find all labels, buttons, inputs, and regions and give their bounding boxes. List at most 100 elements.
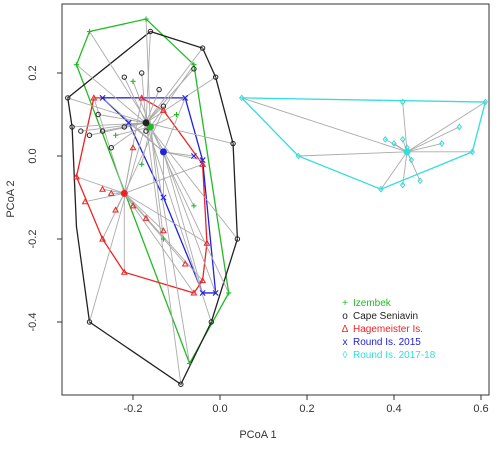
- spoke-izembek: [150, 64, 195, 128]
- spoke-cape-seniavin: [110, 122, 147, 149]
- spoke-layer: [67, 19, 486, 385]
- hull-round-is-2017-18: [240, 97, 487, 190]
- y-tick-label: -0.2: [27, 230, 39, 249]
- data-point-cape-seniavin: [178, 381, 184, 387]
- spoke-round-is-2017-18: [406, 126, 460, 153]
- data-point-round-is-2017-18: [295, 152, 302, 160]
- centroid-layer: [120, 119, 411, 197]
- data-point-cape-seniavin: [95, 111, 101, 118]
- data-point-round-is-2017-18: [482, 98, 489, 106]
- spoke-cape-seniavin: [98, 114, 147, 124]
- legend-entry-label: Round Is. 2015: [353, 337, 421, 348]
- spoke-round-is-2017-18: [402, 151, 408, 186]
- data-point-hagemeister-is: [203, 239, 211, 246]
- spoke-cape-seniavin: [145, 76, 216, 124]
- spoke-cape-seniavin: [141, 72, 147, 123]
- legend-entry-label: Hagemeister Is.: [353, 324, 423, 335]
- data-point-hagemeister-is: [190, 289, 198, 296]
- data-point-hagemeister-is: [129, 202, 137, 209]
- data-point-hagemeister-is: [99, 185, 106, 192]
- data-point-hagemeister-is: [138, 94, 146, 101]
- legend-entry-label: Round Is. 2017-18: [353, 350, 436, 361]
- data-point-izembek: [173, 111, 180, 118]
- spoke-cape-seniavin: [67, 97, 147, 124]
- data-point-hagemeister-is: [160, 227, 167, 234]
- data-point-round-is-2015: [125, 119, 132, 126]
- data-point-hagemeister-is: [160, 106, 167, 113]
- data-point-hagemeister-is: [81, 198, 89, 205]
- data-point-round-is-2015: [190, 153, 197, 159]
- y-axis-title: PCoA 2: [5, 180, 17, 217]
- legend: + Izembek o Cape Seniavin Δ Hagemeister Is. x R…: [342, 298, 436, 361]
- data-point-cape-seniavin: [121, 74, 128, 80]
- spoke-hagemeister-is: [123, 193, 164, 232]
- point-layer: [65, 16, 489, 387]
- y-tick-label: -0.4: [27, 313, 39, 332]
- spoke-cape-seniavin: [145, 122, 238, 240]
- spoke-round-is-2017-18: [406, 143, 442, 153]
- spoke-hagemeister-is: [76, 176, 125, 194]
- centroid-round-is-2015: [159, 148, 167, 156]
- spoke-round-is-2015: [163, 97, 186, 153]
- data-point-round-is-2017-18: [399, 135, 406, 143]
- data-point-cape-seniavin: [86, 319, 93, 325]
- spoke-round-is-2017-18: [402, 102, 408, 152]
- data-point-cape-seniavin: [99, 128, 106, 134]
- legend-symbol: ◊: [343, 350, 348, 361]
- x-tick-label: 0.0: [212, 403, 227, 415]
- spoke-round-is-2017-18: [241, 97, 408, 153]
- spoke-round-is-2015: [163, 151, 217, 294]
- data-point-cape-seniavin: [147, 28, 154, 35]
- data-point-round-is-2017-18: [239, 94, 245, 102]
- data-point-cape-seniavin: [121, 124, 128, 130]
- legend-entry-label: Cape Seniavin: [353, 311, 418, 322]
- data-point-round-is-2017-18: [439, 140, 445, 147]
- x-tick-label: 0.6: [473, 403, 488, 415]
- data-point-izembek: [73, 62, 80, 68]
- data-point-round-is-2015: [199, 157, 206, 164]
- data-point-cape-seniavin: [234, 236, 241, 242]
- plot-frame: [61, 3, 490, 396]
- spoke-hagemeister-is: [123, 193, 195, 294]
- data-point-hagemeister-is: [99, 235, 106, 242]
- x-axis-title: PCoA 1: [239, 429, 276, 441]
- spoke-cape-seniavin: [123, 76, 147, 123]
- spoke-round-is-2015: [163, 151, 204, 294]
- centroid-cape-seniavin: [142, 119, 150, 127]
- data-point-hagemeister-is: [142, 214, 150, 221]
- data-point-round-is-2015: [199, 289, 206, 296]
- x-axis: -0.2 0.0 0.2 0.4 0.6: [124, 395, 489, 415]
- data-point-hagemeister-is: [73, 173, 80, 180]
- spoke-cape-seniavin: [145, 105, 164, 124]
- spoke-cape-seniavin: [72, 122, 147, 128]
- spoke-cape-seniavin: [80, 122, 147, 132]
- data-point-hagemeister-is: [112, 206, 120, 213]
- x-tick-label: 0.4: [386, 403, 401, 415]
- spoke-cape-seniavin: [145, 68, 195, 124]
- x-tick-label: -0.2: [124, 403, 143, 415]
- data-point-hagemeister-is: [199, 276, 207, 284]
- legend-symbol: +: [342, 298, 348, 309]
- data-point-round-is-2017-18: [382, 135, 389, 143]
- spoke-hagemeister-is: [85, 192, 125, 203]
- spoke-cape-seniavin: [145, 47, 203, 124]
- spoke-hagemeister-is: [124, 192, 208, 244]
- data-point-round-is-2017-18: [391, 140, 397, 147]
- hull-round-is-2015: [100, 97, 217, 294]
- data-point-round-is-2017-18: [399, 181, 406, 189]
- spoke-round-is-2017-18: [406, 151, 421, 182]
- data-point-izembek: [226, 290, 232, 296]
- spoke-hagemeister-is: [102, 188, 125, 194]
- data-point-izembek: [186, 360, 193, 367]
- spoke-round-is-2017-18: [298, 151, 408, 157]
- data-point-hagemeister-is: [129, 144, 137, 151]
- data-point-cape-seniavin: [65, 95, 71, 101]
- data-point-cape-seniavin: [139, 70, 145, 76]
- data-point-round-is-2017-18: [408, 156, 415, 164]
- data-point-round-is-2017-18: [378, 185, 384, 193]
- spoke-hagemeister-is: [123, 147, 134, 194]
- spoke-izembek: [150, 126, 195, 207]
- y-axis: -0.4 -0.2 0.0 0.2: [27, 65, 62, 331]
- data-point-cape-seniavin: [69, 124, 75, 130]
